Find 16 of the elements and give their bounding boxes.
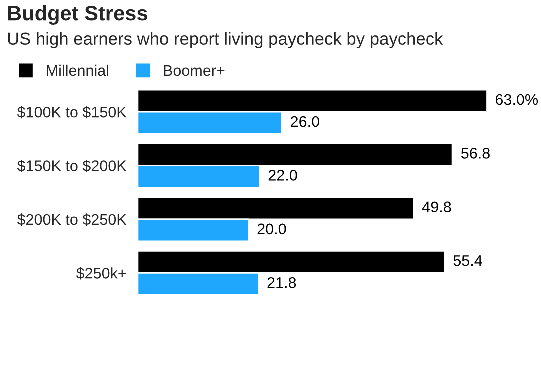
data-label: 26.0 [291, 116, 320, 128]
y-tick-label: $200K to $250K [17, 214, 127, 226]
y-tick-label: $250k+ [76, 267, 126, 280]
y-tick-label: $150K to $200K [17, 160, 127, 172]
y-tick-label: $100K to $150K [17, 106, 127, 119]
data-label: 20.0 [258, 224, 286, 235]
chart-subtitle: US high earners who report living paycheck by paycheck [8, 32, 444, 48]
data-label: 21.8 [268, 277, 296, 288]
data-label: 22.0 [268, 170, 298, 181]
data-label: 56.8 [462, 148, 490, 159]
data-label: 63.0% [496, 94, 538, 106]
legend-label: Boomer+ [164, 65, 225, 76]
legend-label: Millennial [47, 64, 108, 76]
data-label: 55.4 [454, 256, 482, 266]
chart-title: Budget Stress [8, 5, 148, 25]
data-label: 49.8 [422, 202, 452, 213]
